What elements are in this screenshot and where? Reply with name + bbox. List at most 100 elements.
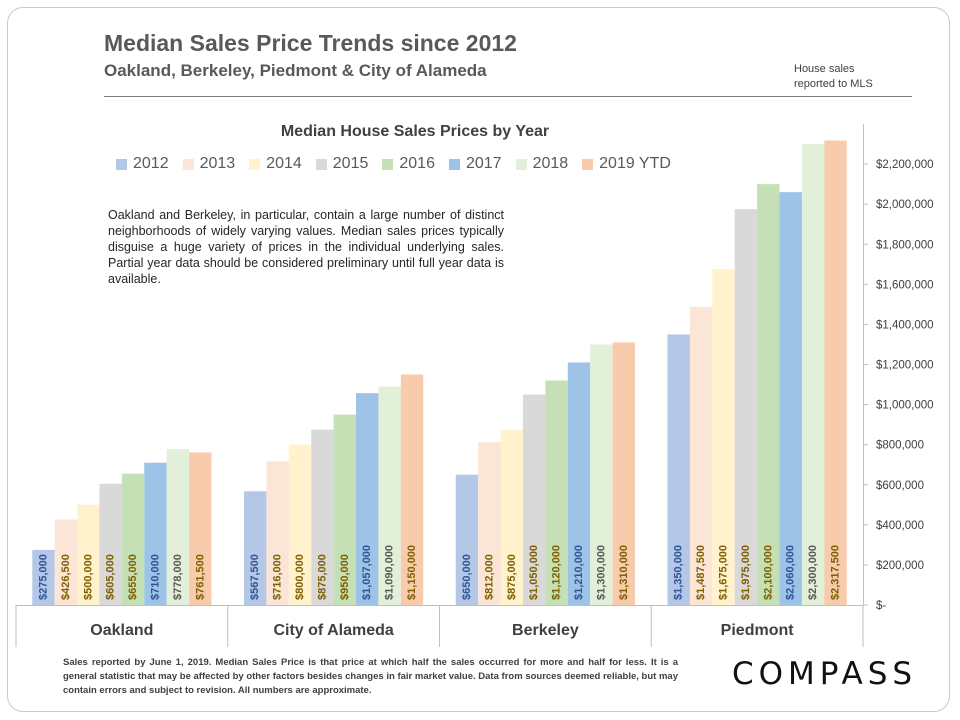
bar-2012 — [455, 474, 479, 605]
data-label: $812,000 — [483, 554, 495, 600]
bar-2016 — [333, 414, 357, 605]
bar-2013 — [54, 519, 78, 605]
y-tick-label: $1,400,000 — [876, 319, 934, 331]
legend-item-2019-ytd: 2019 YTD — [582, 155, 671, 173]
legend-swatch — [382, 158, 394, 170]
bar-2014 — [712, 269, 735, 605]
legend-swatch — [182, 158, 194, 170]
legend-item-2014: 2014 — [249, 155, 302, 173]
data-label: $650,000 — [461, 554, 473, 600]
legend-item-2012: 2012 — [116, 155, 169, 173]
legend-label: 2014 — [266, 155, 302, 172]
bar-2018 — [801, 144, 825, 605]
legend-label: 2018 — [532, 155, 569, 172]
page-subtitle: Oakland, Berkeley, Piedmont & City of Al… — [104, 61, 487, 80]
y-tick-label: $- — [876, 600, 886, 612]
compass-logo: COMPASS — [732, 656, 918, 692]
data-label: $567,500 — [249, 554, 261, 600]
bar-2012 — [32, 549, 55, 605]
bar-2016 — [757, 184, 780, 605]
legend-item-2015: 2015 — [315, 155, 369, 173]
legend-item-2016: 2016 — [382, 155, 435, 173]
legend-label: 2017 — [465, 155, 502, 172]
y-tick-label: $1,800,000 — [876, 239, 934, 251]
data-label: $1,057,000 — [361, 545, 373, 600]
bar-2015 — [522, 394, 546, 605]
data-label: $875,000 — [316, 554, 328, 600]
legend-item-2018: 2018 — [515, 155, 569, 173]
bar-2018 — [166, 449, 190, 605]
data-label: $1,975,000 — [740, 545, 752, 600]
data-label: $1,300,000 — [595, 545, 607, 600]
bar-2017 — [356, 393, 379, 605]
data-label: $710,000 — [149, 554, 161, 600]
data-label: $426,500 — [60, 554, 72, 600]
bar-2014 — [77, 504, 100, 605]
y-tick-label: $1,200,000 — [876, 360, 934, 372]
data-label: $1,310,000 — [618, 545, 630, 600]
bar-2015 — [99, 483, 122, 605]
y-tick-label: $1,000,000 — [876, 400, 934, 412]
data-label: $716,000 — [272, 554, 284, 600]
bar-2014 — [500, 429, 523, 605]
y-tick-label: $400,000 — [876, 520, 924, 532]
bar-2012 — [244, 491, 267, 605]
bar-2015 — [311, 429, 334, 605]
data-label: $500,000 — [82, 554, 94, 600]
category-label: City of Alameda — [273, 622, 393, 639]
y-tick-label: $600,000 — [876, 480, 924, 492]
page-title: Median Sales Price Trends since 2012 — [104, 30, 517, 56]
category-label: Oakland — [90, 622, 153, 639]
data-label: $275,000 — [37, 554, 49, 600]
legend-label: 2016 — [399, 155, 435, 172]
chart-annotation: Oakland and Berkeley, in particular, con… — [108, 208, 504, 286]
y-tick-label: $2,000,000 — [876, 199, 934, 211]
chart-legend: 2012 2013 2014 2015 2016 2017 2018 2019 … — [116, 155, 671, 173]
y-tick-label: $1,600,000 — [876, 279, 934, 291]
data-label: $1,675,000 — [718, 545, 730, 600]
data-label: $800,000 — [294, 554, 306, 600]
bar-2017 — [144, 462, 167, 605]
bar-2013 — [478, 442, 501, 605]
data-label: $950,000 — [339, 554, 351, 600]
bar-2016 — [121, 473, 145, 605]
legend-label: 2015 — [332, 155, 369, 172]
bar-2019-ytd — [824, 140, 847, 606]
y-tick-label: $800,000 — [876, 440, 924, 452]
bar-2019-ytd — [400, 374, 424, 605]
data-label: $778,000 — [172, 554, 184, 600]
data-label: $1,120,000 — [551, 545, 563, 600]
y-tick-label: $2,200,000 — [876, 159, 934, 171]
data-label: $1,150,000 — [406, 545, 418, 600]
legend-swatch — [116, 158, 127, 170]
header-divider — [104, 96, 912, 97]
y-tick-label: $200,000 — [876, 560, 924, 572]
legend-label: 2019 YTD — [599, 155, 671, 172]
legend-swatch — [315, 158, 327, 170]
bar-2016 — [545, 380, 568, 605]
data-label: $2,060,000 — [785, 545, 797, 600]
data-label: $761,500 — [194, 554, 206, 600]
bar-2013 — [689, 306, 713, 605]
category-label: Berkeley — [512, 622, 579, 639]
bar-2019-ytd — [612, 342, 635, 605]
footnote: Sales reported by June 1, 2019. Median S… — [63, 657, 678, 696]
legend-label: 2013 — [199, 155, 236, 172]
bar-2018 — [378, 386, 401, 605]
data-label: $875,000 — [506, 554, 518, 600]
data-label: $2,317,500 — [830, 545, 842, 600]
legend-swatch — [515, 158, 527, 170]
bar-2014 — [288, 444, 312, 605]
chart-title: Median House Sales Prices by Year — [280, 123, 550, 140]
legend-item-2013: 2013 — [182, 155, 236, 173]
data-label: $1,090,000 — [384, 545, 396, 600]
legend-item-2017: 2017 — [448, 155, 502, 173]
legend-swatch — [249, 158, 261, 170]
source-note: House sales reported to MLS — [794, 63, 873, 90]
bar-2015 — [734, 209, 758, 606]
data-label: $1,210,000 — [573, 545, 585, 600]
data-label: $1,487,500 — [695, 545, 707, 600]
bar-2012 — [667, 334, 690, 605]
category-label: Piedmont — [721, 622, 795, 639]
